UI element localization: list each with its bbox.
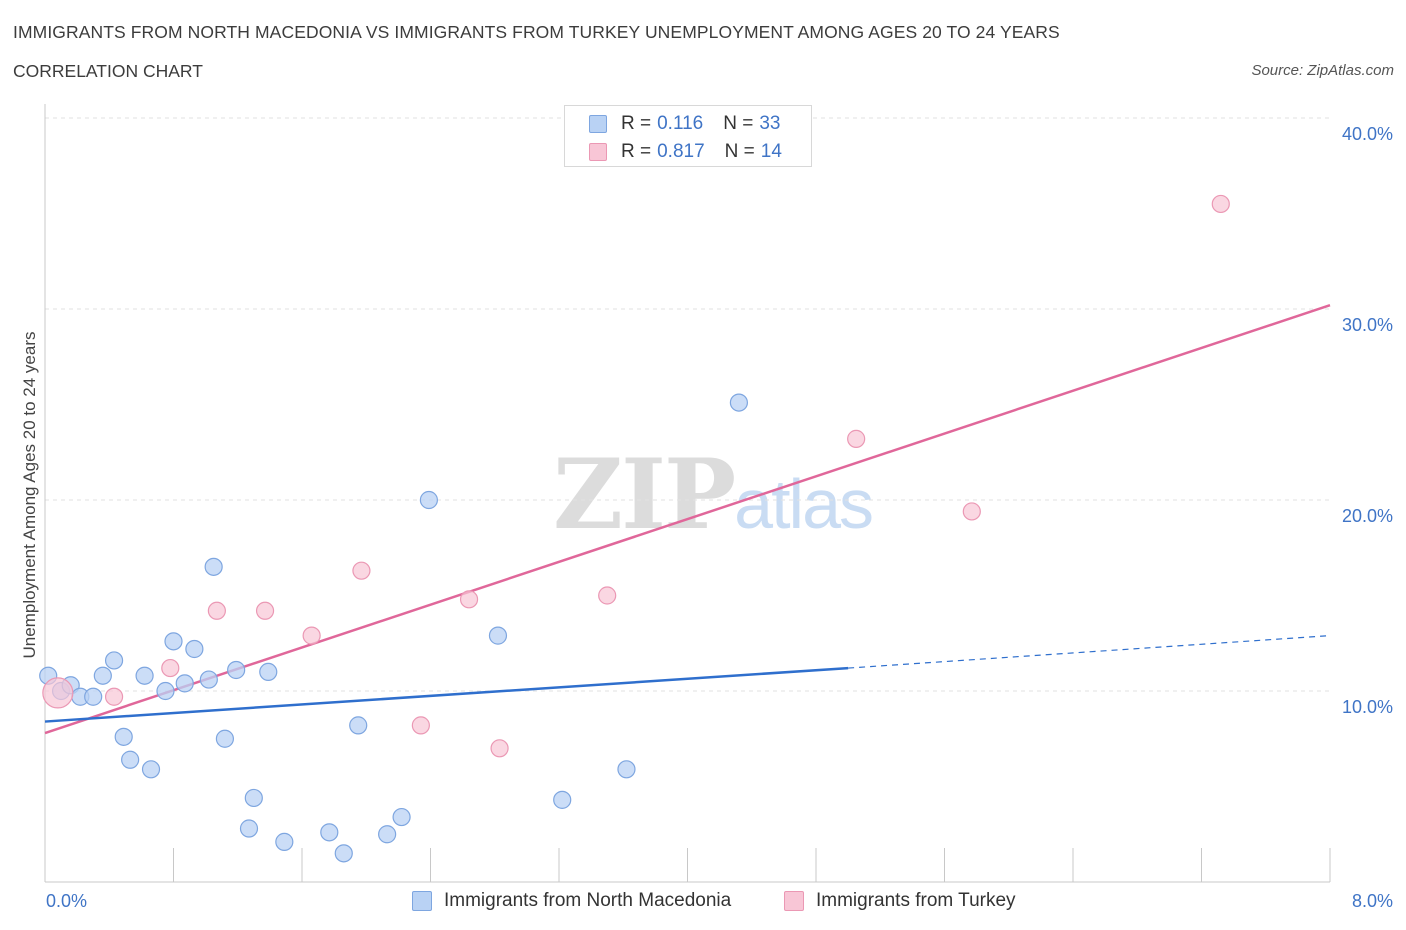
data-point-north-macedonia bbox=[320, 823, 339, 842]
legend-n-value: 33 bbox=[759, 113, 781, 134]
data-point-turkey bbox=[302, 626, 321, 645]
trendline-turkey bbox=[44, 303, 1331, 735]
legend-n-label: N = bbox=[724, 141, 755, 162]
legend-swatch-blue bbox=[589, 115, 607, 133]
watermark-atlas: atlas bbox=[734, 465, 874, 543]
data-point-turkey bbox=[255, 601, 275, 620]
legend-label-north-macedonia: Immigrants from North Macedonia bbox=[444, 890, 732, 911]
legend-item-north-macedonia: Immigrants from North Macedonia bbox=[412, 888, 731, 914]
data-point-north-macedonia bbox=[244, 788, 263, 808]
data-point-turkey bbox=[962, 502, 981, 521]
y-tick-label-20: 20.0% bbox=[1341, 506, 1393, 526]
y-tick-label-30: 30.0% bbox=[1341, 315, 1393, 335]
data-point-turkey bbox=[847, 429, 866, 448]
data-point-north-macedonia bbox=[239, 819, 259, 838]
data-point-north-macedonia bbox=[84, 687, 103, 706]
data-point-north-macedonia bbox=[215, 729, 234, 748]
data-point-north-macedonia bbox=[135, 666, 154, 685]
data-point-north-macedonia bbox=[349, 716, 368, 735]
data-point-north-macedonia bbox=[121, 750, 140, 769]
data-point-turkey bbox=[207, 601, 226, 620]
data-point-north-macedonia bbox=[259, 662, 278, 682]
legend-n-value: 14 bbox=[760, 141, 782, 162]
data-point-north-macedonia bbox=[392, 807, 411, 827]
data-point-north-macedonia bbox=[204, 557, 223, 576]
data-point-north-macedonia bbox=[164, 632, 183, 651]
y-axis-label: Unemployment Among Ages 20 to 24 years bbox=[20, 331, 39, 659]
legend-row-north-macedonia: R = 0.116 N = 33 bbox=[589, 112, 781, 136]
data-point-turkey bbox=[161, 658, 180, 678]
data-point-turkey bbox=[104, 687, 124, 706]
legend-r-label: R = bbox=[621, 141, 652, 162]
x-tick-label-max: 8.0% bbox=[1351, 891, 1393, 911]
chart-subtitle: CORRELATION CHART bbox=[13, 61, 203, 81]
data-point-north-macedonia bbox=[275, 832, 294, 851]
data-point-north-macedonia bbox=[114, 727, 133, 746]
data-point-north-macedonia bbox=[553, 790, 572, 809]
data-point-turkey bbox=[598, 586, 617, 605]
data-point-north-macedonia bbox=[141, 760, 161, 779]
legend-r-label: R = bbox=[621, 113, 652, 134]
y-tick-label-10: 10.0% bbox=[1341, 697, 1393, 717]
legend-item-turkey: Immigrants from Turkey bbox=[784, 888, 1016, 914]
correlation-legend: R = 0.116 N = 33 R = 0.817 N = 14 bbox=[564, 105, 812, 167]
data-point-turkey bbox=[1211, 194, 1230, 214]
data-point-north-macedonia bbox=[419, 490, 438, 510]
data-point-north-macedonia bbox=[617, 760, 636, 779]
legend-n-label: N = bbox=[723, 113, 754, 134]
data-point-turkey bbox=[490, 739, 509, 758]
watermark: ZIPatlas bbox=[553, 438, 874, 551]
data-point-turkey bbox=[411, 716, 430, 735]
data-point-north-macedonia bbox=[104, 651, 124, 670]
data-point-north-macedonia bbox=[378, 825, 397, 844]
data-point-north-macedonia bbox=[227, 660, 246, 680]
legend-r-value: 0.817 bbox=[657, 141, 705, 162]
data-point-turkey bbox=[352, 561, 371, 580]
x-tick-label-min: 0.0% bbox=[46, 891, 88, 911]
data-point-north-macedonia bbox=[156, 681, 175, 701]
trendline-north-macedonia-extension bbox=[848, 635, 1331, 669]
y-tick-label-40: 40.0% bbox=[1341, 124, 1393, 144]
chart-title: IMMIGRANTS FROM NORTH MACEDONIA VS IMMIG… bbox=[13, 22, 1060, 42]
data-point-north-macedonia bbox=[175, 674, 194, 693]
legend-swatch-blue bbox=[412, 891, 432, 911]
source-credit: Source: ZipAtlas.com bbox=[1251, 62, 1394, 79]
data-point-turkey bbox=[459, 590, 479, 609]
legend-label-turkey: Immigrants from Turkey bbox=[816, 890, 1016, 911]
legend-swatch-pink bbox=[589, 143, 607, 161]
data-point-north-macedonia bbox=[185, 639, 204, 659]
data-point-north-macedonia bbox=[729, 393, 749, 412]
data-point-north-macedonia bbox=[199, 670, 218, 689]
trendline-north-macedonia bbox=[44, 666, 849, 723]
legend-swatch-pink bbox=[784, 891, 804, 911]
data-point-turkey bbox=[42, 677, 74, 709]
data-point-north-macedonia bbox=[334, 844, 353, 863]
legend-r-value: 0.116 bbox=[657, 113, 704, 134]
data-point-north-macedonia bbox=[93, 666, 112, 685]
legend-row-turkey: R = 0.817 N = 14 bbox=[589, 140, 782, 164]
data-point-north-macedonia bbox=[488, 626, 508, 645]
